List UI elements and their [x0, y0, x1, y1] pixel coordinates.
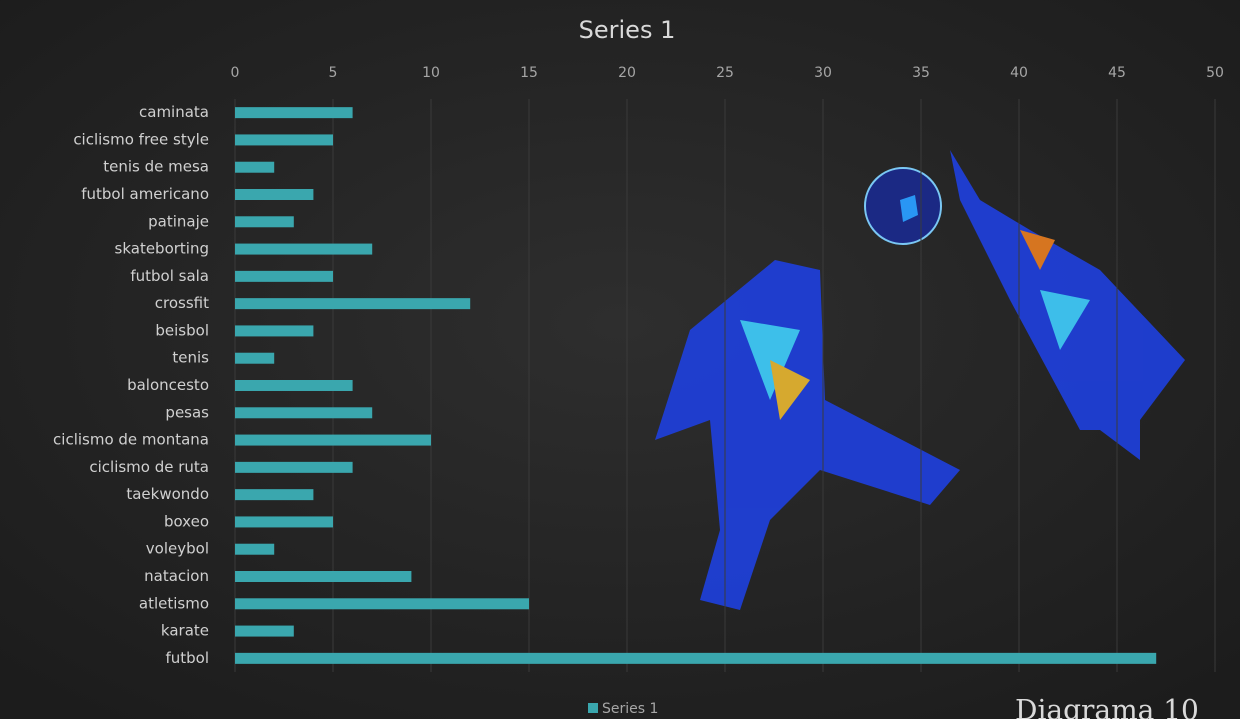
bar: [235, 571, 412, 582]
x-tick-label: 0: [231, 65, 240, 81]
bar: [235, 625, 294, 637]
legend-label: Series 1: [602, 701, 658, 717]
x-tick-label: 50: [1206, 65, 1224, 81]
x-tick-label: 25: [716, 65, 734, 81]
y-tick-label: tenis: [172, 349, 209, 367]
y-tick-label: baloncesto: [127, 376, 209, 394]
y-tick-label: skateborting: [115, 240, 209, 258]
x-tick-label: 10: [422, 65, 440, 81]
chart-title: Series 1: [579, 16, 676, 44]
y-tick-label: caminata: [139, 103, 209, 121]
y-tick-label: atletismo: [139, 594, 209, 612]
bar: [235, 270, 333, 282]
y-tick-label: voleybol: [146, 540, 209, 558]
y-tick-label: futbol sala: [130, 267, 209, 285]
y-tick-label: karate: [161, 622, 209, 640]
bar: [235, 325, 314, 337]
bar: [235, 598, 529, 610]
bar: [235, 298, 471, 310]
bar: [235, 489, 314, 501]
bar: [235, 216, 294, 228]
bar: [235, 352, 275, 364]
bar: [235, 161, 275, 173]
x-tick-label: 45: [1108, 65, 1126, 81]
y-tick-label: patinaje: [148, 212, 209, 230]
bar: [235, 134, 333, 146]
y-tick-label: taekwondo: [126, 485, 209, 503]
bar: [235, 243, 373, 255]
bar: [235, 434, 431, 446]
x-tick-label: 40: [1010, 65, 1028, 81]
bar: [235, 407, 373, 419]
y-tick-label: ciclismo de montana: [53, 431, 209, 449]
legend-swatch: [588, 703, 598, 713]
decoration: [655, 150, 1185, 610]
x-tick-label: 35: [912, 65, 930, 81]
bar: [235, 516, 333, 528]
bar: [235, 543, 275, 555]
y-tick-label: futbol: [165, 649, 209, 667]
annotation: Diagrama 10: [1015, 694, 1199, 719]
y-tick-label: tenis de mesa: [103, 158, 209, 176]
x-tick-label: 5: [329, 65, 338, 81]
y-tick-label: futbol americano: [81, 185, 209, 203]
y-tick-label: beisbol: [155, 321, 209, 339]
x-tick-label: 30: [814, 65, 832, 81]
y-tick-label: natacion: [144, 567, 209, 585]
x-tick-label: 15: [520, 65, 538, 81]
bar: [235, 652, 1157, 664]
y-tick-label: ciclismo de ruta: [89, 458, 209, 476]
x-tick-label: 20: [618, 65, 636, 81]
y-tick-label: crossfit: [155, 294, 209, 312]
y-tick-label: boxeo: [164, 512, 209, 530]
bar: [235, 380, 353, 391]
y-tick-label: pesas: [165, 403, 209, 421]
bar: [235, 107, 353, 119]
y-tick-label: ciclismo free style: [73, 130, 209, 148]
bar: [235, 461, 353, 473]
bar: [235, 189, 314, 200]
